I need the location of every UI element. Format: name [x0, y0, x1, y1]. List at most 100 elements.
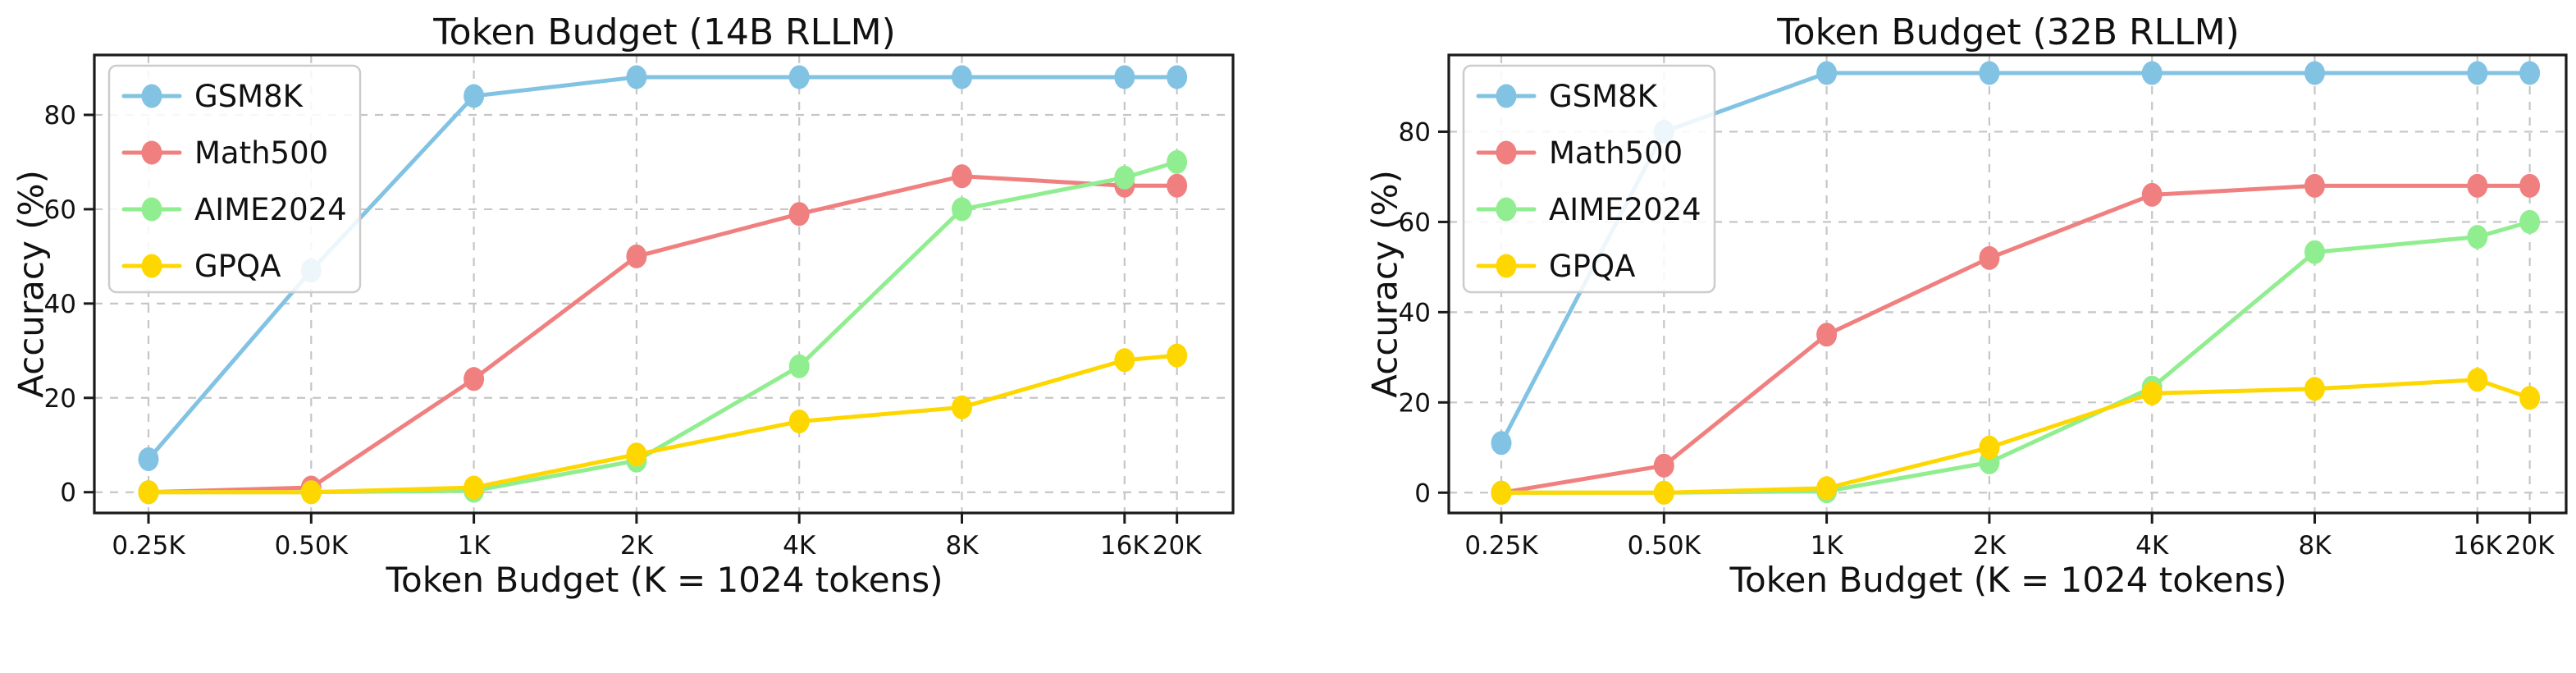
- x-tick-label: 20K: [1153, 531, 1202, 561]
- data-point-marker: [788, 65, 810, 89]
- x-tick-label: 0.50K: [1628, 531, 1701, 561]
- legend-label: Math500: [1549, 135, 1683, 171]
- x-tick-label: 16K: [2453, 531, 2502, 561]
- y-tick-label: 20: [44, 384, 76, 414]
- data-point-marker: [2304, 173, 2325, 198]
- legend-marker: [141, 140, 162, 165]
- data-point-marker: [1167, 343, 1188, 368]
- x-tick-label: 4K: [783, 531, 816, 561]
- legend-entry-gpqa: GPQA: [121, 249, 281, 284]
- data-point-marker: [952, 65, 972, 89]
- data-point-marker: [952, 164, 972, 189]
- data-point-marker: [1979, 435, 2000, 460]
- data-point-marker: [626, 65, 647, 89]
- x-tick-label: 8K: [2298, 531, 2332, 561]
- data-point-marker: [1114, 65, 1135, 89]
- y-tick-label: 0: [1414, 478, 1431, 508]
- data-point-marker: [2519, 209, 2541, 234]
- x-tick-label: 2K: [620, 531, 654, 561]
- x-axis-label-32b: Token Budget (K = 1024 tokens): [1729, 560, 2287, 600]
- legend-marker: [1496, 140, 1517, 165]
- data-point-marker: [626, 244, 647, 268]
- legend-label: GSM8K: [194, 79, 304, 114]
- data-point-marker: [138, 447, 159, 471]
- y-tick-label: 0: [60, 478, 76, 508]
- legend-label: AIME2024: [194, 192, 347, 227]
- data-point-marker: [2467, 225, 2488, 250]
- data-point-marker: [1167, 65, 1188, 89]
- data-point-marker: [1979, 61, 2000, 85]
- legend-label: GPQA: [194, 249, 281, 284]
- series-line-math500: [1499, 183, 2533, 495]
- data-point-marker: [1979, 245, 2000, 270]
- legend-marker: [141, 84, 162, 108]
- x-tick-label: 1K: [1811, 531, 1844, 561]
- data-point-marker: [2141, 182, 2163, 207]
- data-point-marker: [464, 475, 485, 500]
- data-point-marker: [626, 442, 647, 467]
- x-tick-label: 2K: [1973, 531, 2007, 561]
- x-tick-label: 4K: [2135, 531, 2169, 561]
- y-tick-label: 40: [44, 290, 76, 319]
- legend-marker: [1496, 197, 1517, 222]
- y-tick-label: 80: [1399, 117, 1431, 147]
- chart-panel-14b: 0.25K 0.50K 1K 2K 4K 8K 16K 20K 0 20 40 60 80 GSM8K Ma…: [11, 11, 1235, 600]
- chart-title-14b: Token Budget (14B RLLM): [433, 11, 896, 53]
- legend-label: Math500: [194, 135, 328, 171]
- x-tick-label: 8K: [945, 531, 979, 561]
- data-point-marker: [1816, 323, 1838, 347]
- chart-panel-32b: 0.25K 0.50K 1K 2K 4K 8K 16K 20K 0 20 40 60 80 GSM8K Ma…: [1288, 0, 2576, 673]
- legend-marker: [141, 254, 162, 278]
- y-tick-label: 80: [44, 101, 76, 130]
- data-point-marker: [2304, 61, 2325, 85]
- legend-entry-math500: Math500: [1476, 135, 1683, 171]
- chart-plot-14b: 0.25K 0.50K 1K 2K 4K 8K 16K 20K 0 20 40 60 80 GSM8K Ma…: [44, 53, 1235, 561]
- x-tick-label: 1K: [458, 531, 491, 561]
- data-point-marker: [2467, 61, 2488, 85]
- data-point-marker: [464, 367, 485, 391]
- chart-plot-32b: 0.25K 0.50K 1K 2K 4K 8K 16K 20K 0 20 40 60 80 GSM8K Ma…: [1399, 53, 2568, 561]
- data-point-marker: [1491, 431, 1512, 456]
- series-math500: [1491, 173, 2541, 505]
- data-point-marker: [2141, 61, 2163, 85]
- data-point-marker: [1816, 476, 1838, 501]
- y-axis-label-14b: Accuracy (%): [11, 170, 52, 398]
- legend-entry-gsm8k: GSM8K: [121, 79, 304, 114]
- x-tick-label: 20K: [2505, 531, 2555, 561]
- data-point-marker: [138, 480, 159, 505]
- y-tick-label: 60: [1399, 208, 1431, 237]
- data-point-marker: [1816, 61, 1838, 85]
- data-point-marker: [1653, 480, 1674, 505]
- chart-title-32b: Token Budget (32B RLLM): [1777, 11, 2240, 53]
- legend-box: [107, 64, 362, 294]
- legend-entry-math500: Math500: [121, 135, 328, 171]
- legend: GSM8K Math500 AIME2024 GPQA: [1462, 64, 1716, 294]
- data-point-marker: [1653, 453, 1674, 478]
- legend-entry-aime2024: AIME2024: [1476, 192, 1701, 227]
- series-gpqa: [138, 343, 1188, 505]
- x-tick-label: 0.25K: [112, 531, 185, 561]
- data-point-marker: [1167, 149, 1188, 174]
- series-line-gpqa: [146, 353, 1180, 495]
- axis-ticks: 0.25K 0.50K 1K 2K 4K 8K 16K 20K 0 20 40 60 80: [1399, 117, 2555, 561]
- legend-entry-aime2024: AIME2024: [121, 192, 347, 227]
- legend-entry-gpqa: GPQA: [1476, 249, 1635, 284]
- data-point-marker: [1167, 173, 1188, 198]
- data-point-marker: [2141, 381, 2163, 405]
- legend-marker: [1496, 254, 1517, 278]
- legend-label: AIME2024: [1549, 192, 1701, 227]
- y-tick-label: 60: [44, 195, 76, 225]
- data-point-marker: [788, 354, 810, 378]
- data-point-marker: [2467, 368, 2488, 392]
- legend-marker: [141, 197, 162, 222]
- x-axis-label-14b: Token Budget (K = 1024 tokens): [386, 560, 943, 600]
- plot-border: [93, 53, 1235, 515]
- legend-entry-gsm8k: GSM8K: [1476, 79, 1659, 114]
- data-point-marker: [1114, 348, 1135, 373]
- legend-marker: [1496, 84, 1517, 108]
- data-point-marker: [1491, 480, 1512, 505]
- legend-label: GSM8K: [1549, 79, 1659, 114]
- axis-ticks: 0.25K 0.50K 1K 2K 4K 8K 16K 20K 0 20 40 60 80: [44, 101, 1203, 561]
- data-point-marker: [952, 197, 972, 222]
